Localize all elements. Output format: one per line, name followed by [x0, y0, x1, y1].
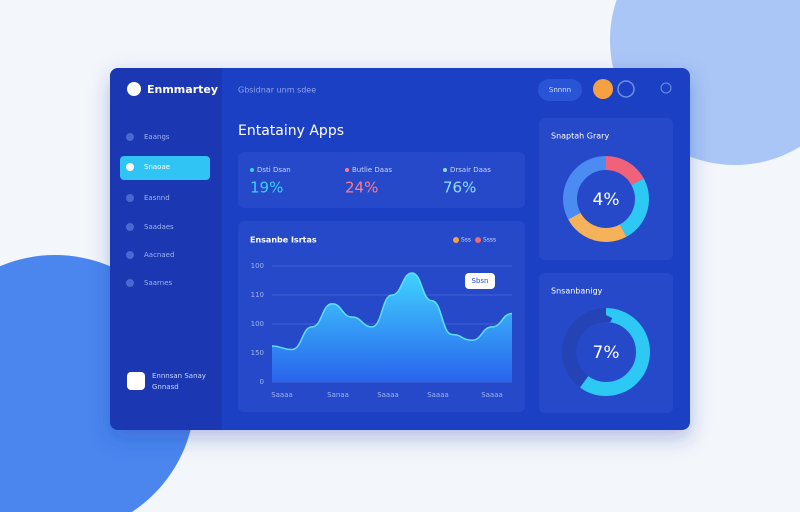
stat-dot [345, 168, 349, 172]
tooltip: Sbsn [472, 277, 489, 285]
button[interactable] [538, 79, 582, 101]
stat-label: Drsair Daas [450, 166, 491, 174]
logo: Enmmartey [147, 83, 218, 96]
avatar[interactable] [593, 79, 613, 99]
user-role: Gnnasd [152, 383, 179, 391]
notification-icon[interactable] [617, 80, 635, 98]
nav-item[interactable]: Aacnaed [144, 251, 174, 259]
nav-icon [126, 133, 134, 141]
stat-value: 19% [250, 179, 283, 197]
stat-value: 24% [345, 179, 378, 197]
donut-segment [563, 156, 649, 242]
y-tick-label: 100 [251, 262, 264, 270]
user-avatar[interactable] [127, 372, 145, 390]
stats-panel [238, 152, 525, 208]
area [272, 272, 512, 382]
topbar-text: Gbsidnar unm sdee [238, 86, 316, 95]
legend-dot [475, 237, 481, 243]
nav-item[interactable]: Eaangs [144, 133, 170, 141]
nav-icon [126, 194, 134, 202]
donut-segment [562, 308, 650, 396]
button-label: Snnnn [549, 86, 571, 94]
y-tick-label: 0 [260, 378, 264, 386]
y-tick-label: 100 [251, 320, 264, 328]
nav-item[interactable]: Saarnes [144, 279, 173, 287]
nav-item[interactable]: Snaoae [144, 163, 170, 171]
donut-title: Snsanbanigy [551, 287, 603, 296]
y-tick-label: 150 [251, 349, 264, 357]
stat-value: 76% [443, 179, 476, 197]
nav-icon [126, 223, 134, 231]
nav-active [120, 156, 210, 180]
heading: Entatainy Apps [238, 123, 344, 139]
x-tick-label: Saaaa [427, 391, 449, 399]
stat-dot [250, 168, 254, 172]
menu-icon[interactable] [660, 82, 672, 94]
area-line [271, 272, 513, 351]
x-tick-label: Saaaa [377, 391, 399, 399]
donut-center: 4% [593, 190, 620, 210]
tooltip-box [465, 273, 495, 289]
user-name: Ennnsan Sanay [152, 372, 206, 380]
x-tick-label: Saaaa [481, 391, 503, 399]
nav-icon [126, 279, 134, 287]
donut-segment [563, 156, 649, 242]
nav-icon [126, 163, 134, 171]
donut-title: Snaptah Grary [551, 132, 609, 141]
legend-label: Ssss [483, 237, 496, 244]
stat-label: Butlie Daas [352, 166, 392, 174]
legend-label: Sss [461, 237, 471, 244]
nav-icon [126, 251, 134, 259]
logo-icon [127, 82, 141, 96]
x-tick-label: Saaaa [271, 391, 293, 399]
legend-dot [453, 237, 459, 243]
chart-title: Ensanbe Isrtas [250, 236, 317, 245]
donut-center: 7% [593, 343, 620, 363]
y-tick-label: 110 [251, 291, 264, 299]
stat-label: Dsti Dsan [257, 166, 291, 174]
nav-item[interactable]: Saadaes [144, 223, 174, 231]
donut-segment [563, 156, 649, 242]
x-tick-label: Sanaa [327, 391, 349, 399]
nav-item[interactable]: Easnnd [144, 194, 170, 202]
stat-dot [443, 168, 447, 172]
